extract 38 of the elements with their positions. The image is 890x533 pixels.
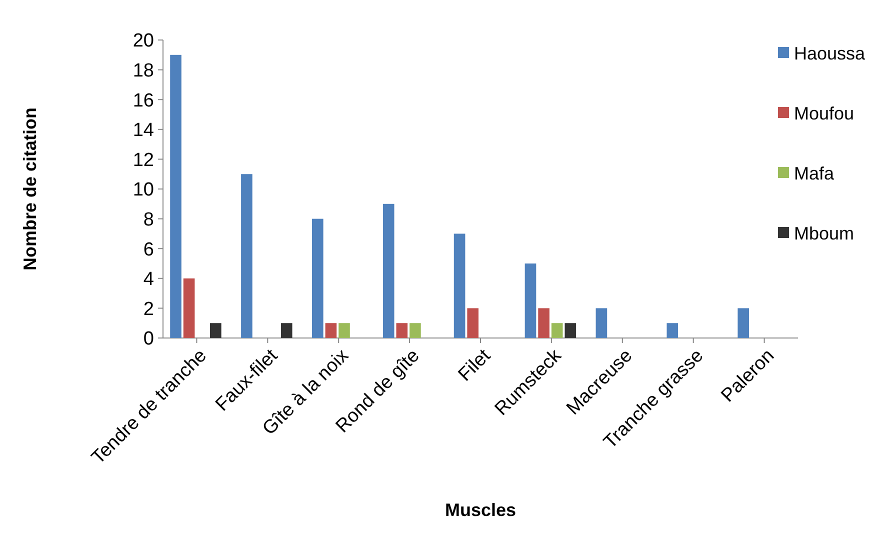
bar xyxy=(564,323,576,338)
bar xyxy=(524,264,536,338)
y-tick-label: 20 xyxy=(132,30,154,52)
legend-label: Moufou xyxy=(794,103,854,124)
y-axis-title: Nombre de citation xyxy=(20,107,40,271)
bar xyxy=(666,323,678,338)
y-tick-label: 4 xyxy=(143,269,154,290)
bar xyxy=(170,54,182,338)
bar xyxy=(241,174,252,338)
y-tick-label: 16 xyxy=(132,90,154,112)
bar xyxy=(396,323,408,338)
y-tick-label: 10 xyxy=(132,180,154,201)
y-tick-label: 2 xyxy=(143,298,154,320)
bar xyxy=(312,218,324,338)
y-tick-label: 8 xyxy=(143,209,154,230)
y-tick-label: 14 xyxy=(132,120,154,142)
y-tick-label: 0 xyxy=(143,328,154,350)
legend-label: Haoussa xyxy=(794,43,866,64)
bar xyxy=(183,278,195,338)
bar xyxy=(538,308,550,338)
bar xyxy=(280,323,292,338)
legend-label: Mboum xyxy=(794,223,854,244)
bar xyxy=(454,234,466,338)
bar xyxy=(467,308,479,338)
bar xyxy=(596,308,608,338)
bar xyxy=(410,323,421,338)
y-tick-label: 6 xyxy=(143,239,154,260)
bar xyxy=(551,323,563,338)
bar xyxy=(338,323,350,338)
legend-label: Mafa xyxy=(794,163,836,184)
bar xyxy=(382,204,394,338)
bar xyxy=(738,308,749,338)
y-tick-label: 18 xyxy=(132,60,154,82)
bar xyxy=(210,323,222,338)
y-tick-label: 12 xyxy=(132,150,154,171)
x-tick-label: Filet xyxy=(454,344,496,386)
bar xyxy=(325,323,337,338)
x-axis-title: Muscles xyxy=(444,500,516,520)
